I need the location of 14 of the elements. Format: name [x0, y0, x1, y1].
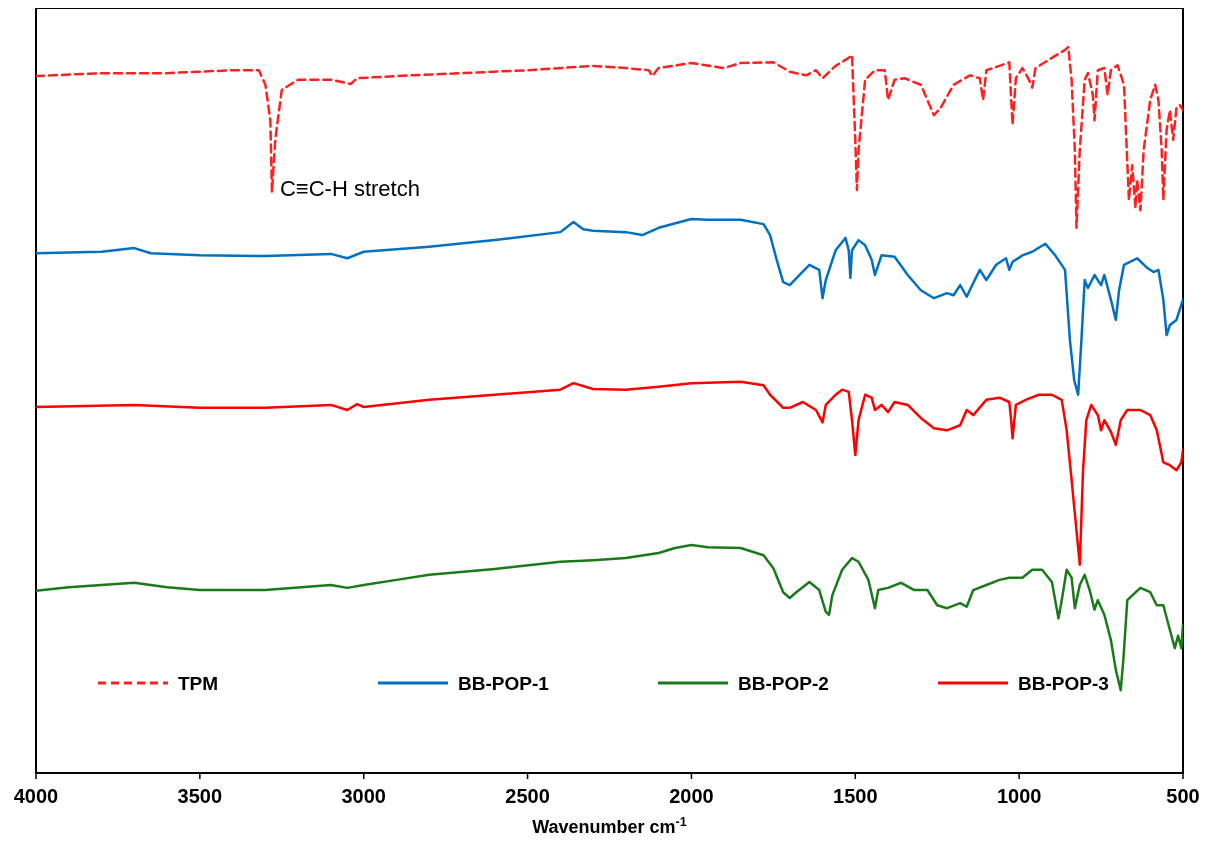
legend-label: TPM	[178, 673, 219, 694]
x-axis-title: Wavenumber cm$^{-1}$	[532, 815, 687, 837]
x-tick-label: 1500	[833, 785, 878, 807]
legend-label: BB-POP-2	[738, 673, 829, 694]
x-tick-label: 1000	[996, 785, 1042, 807]
x-tick-label: 500	[1166, 785, 1200, 807]
x-tick-label: 2000	[669, 785, 714, 807]
legend-label: BB-POP-3	[1018, 673, 1109, 694]
x-tick-label: 2500	[505, 785, 550, 807]
x-tick-label: 4000	[13, 785, 59, 807]
x-tick-label: 3000	[341, 785, 386, 807]
annotation: C≡C-H stretch	[279, 176, 420, 202]
x-tick-label: 3500	[177, 785, 223, 807]
legend-label: BB-POP-1	[458, 673, 550, 694]
